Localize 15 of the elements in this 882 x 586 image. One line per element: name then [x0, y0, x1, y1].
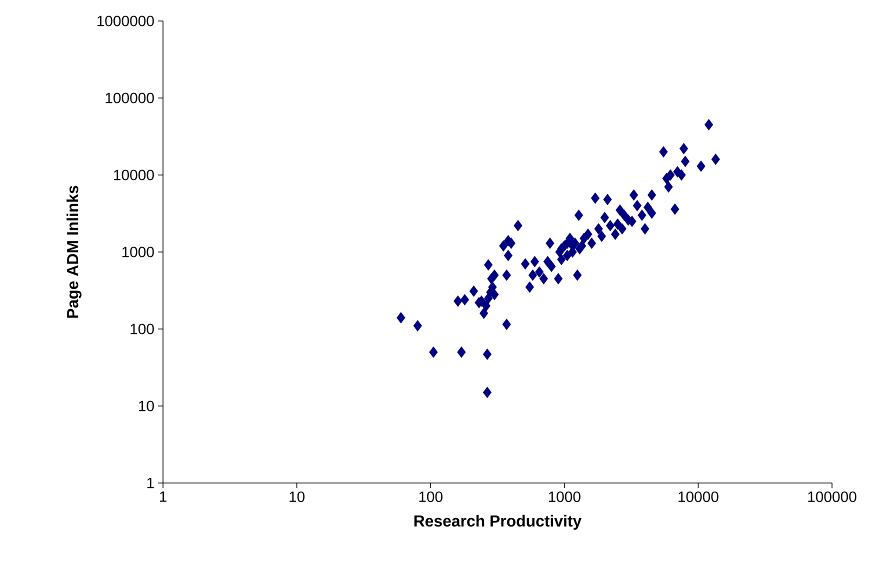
x-tick-label: 100	[419, 491, 442, 502]
x-tick-label: 1000	[548, 491, 580, 502]
x-tick-label: 10	[290, 491, 305, 502]
x-tick-label: 10000	[678, 491, 718, 502]
y-tick-label: 100000	[106, 92, 154, 104]
y-tick-label: 100	[130, 324, 154, 334]
x-tick-label: 100000	[808, 491, 856, 502]
y-tick-label: 1000000	[97, 16, 154, 26]
y-tick-label: 1000	[122, 246, 154, 258]
y-tick-label: 10000	[114, 170, 154, 180]
y-tick-label: 1	[147, 478, 154, 488]
y-axis-title: Page ADM Inlinks	[66, 186, 82, 318]
x-tick-label: 1	[160, 491, 166, 502]
y-tick-label: 10	[139, 400, 154, 412]
x-axis-title: Research Productivity	[414, 514, 582, 530]
